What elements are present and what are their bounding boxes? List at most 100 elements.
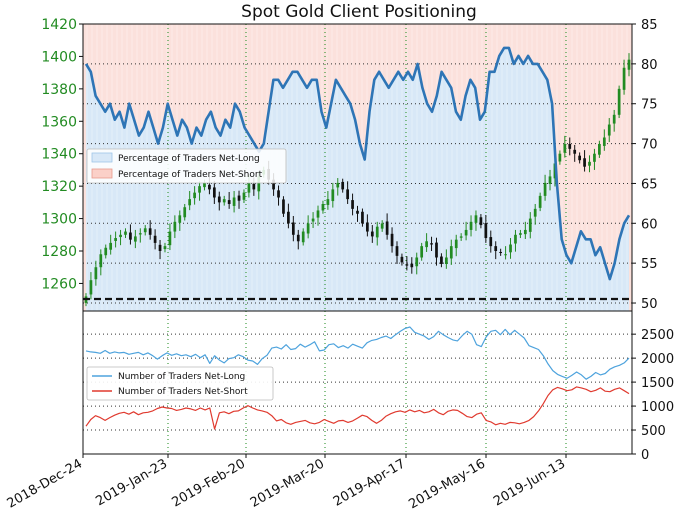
candle-body	[198, 186, 201, 193]
candle-body	[153, 235, 157, 243]
candle-body	[301, 231, 305, 243]
candle-body	[321, 203, 325, 211]
price-tick-label: 1320	[41, 179, 77, 195]
candle-body	[449, 246, 453, 259]
candle-body	[494, 246, 498, 252]
count-tick-label: 2000	[641, 352, 674, 367]
candle-body	[134, 236, 137, 242]
bottom-legend-box	[86, 366, 274, 401]
price-tick-label: 1300	[41, 212, 77, 228]
candle-body	[282, 199, 285, 214]
candle-body	[385, 221, 389, 235]
candle-body	[380, 223, 384, 229]
percent-axis: 50 55 60 65 70 75 80 85	[632, 18, 658, 312]
candle-body	[331, 189, 335, 202]
top-legend-box	[86, 148, 287, 184]
candle-body	[533, 208, 537, 217]
candle-body	[94, 267, 98, 280]
candle-body	[593, 153, 596, 162]
percent-tick-label: 50	[641, 297, 658, 312]
date-axis: 2018-Dec-24 2019-Jan-23 2019-Feb-20 2019-Ma…	[5, 454, 568, 510]
candle-body	[528, 218, 532, 232]
candle-body	[474, 215, 478, 223]
legend-net-long-count-label: Number of Traders Net-Long	[118, 372, 245, 382]
price-tick-label: 1400	[41, 49, 77, 65]
candle-body	[252, 183, 256, 190]
candle-body	[543, 182, 547, 196]
candle-body	[588, 161, 591, 166]
candle-body	[430, 243, 433, 245]
legend-net-long-label: Percentage of Traders Net-Long	[118, 154, 260, 164]
candle-body	[277, 190, 280, 198]
candle-body	[464, 229, 468, 236]
candle-body	[538, 195, 542, 208]
candle-body	[459, 236, 463, 238]
candle-body	[272, 179, 275, 190]
count-tick-label: 1500	[641, 376, 674, 391]
candle-body	[124, 231, 127, 235]
candle-body	[341, 181, 345, 190]
candle-body	[627, 59, 631, 70]
date-tick-label: 2019-Feb-20	[169, 456, 248, 510]
candle-body	[178, 215, 182, 223]
legend-net-short-swatch	[91, 168, 113, 179]
price-tick-label: 1280	[41, 244, 77, 260]
candle-body	[514, 234, 517, 244]
candle-body	[158, 244, 162, 252]
candle-body	[395, 246, 399, 256]
candle-body	[425, 241, 428, 248]
candle-body	[99, 254, 103, 268]
price-tick-label: 1420	[41, 17, 77, 33]
bottom-panel: 0 500 1000 1500 2000 2500 Number of Traders N…	[82, 310, 674, 463]
candle-body	[356, 210, 359, 214]
candle-body	[484, 223, 488, 239]
candle-body	[440, 256, 443, 264]
percent-tick-label: 85	[641, 18, 658, 33]
candle-body	[415, 257, 419, 267]
candle-body	[212, 187, 216, 198]
candle-body	[173, 221, 177, 232]
candle-body	[612, 114, 616, 124]
candle-body	[568, 143, 572, 149]
candle-body	[109, 242, 113, 250]
candle-body	[287, 211, 290, 224]
percent-tick-label: 70	[641, 138, 658, 153]
candle-body	[519, 233, 522, 235]
candle-body	[607, 124, 611, 136]
candle-body	[242, 192, 246, 200]
candle-body	[370, 231, 374, 237]
candle-body	[119, 234, 122, 238]
candle-body	[316, 210, 320, 218]
count-tick-label: 1000	[641, 400, 674, 415]
percent-tick-label: 80	[641, 58, 658, 73]
price-tick-label: 1260	[41, 276, 77, 292]
net-long-area	[86, 47, 629, 312]
candle-body	[504, 254, 507, 256]
net-long-percent-line	[84, 46, 631, 281]
candle-body	[188, 199, 192, 206]
candle-body	[296, 234, 300, 242]
candle-body	[454, 239, 458, 249]
bottom-legend: Number of Traders Net-Long Number of Tra…	[86, 366, 274, 401]
date-tick-label: 2019-Jan-23	[93, 456, 170, 509]
date-tick-label: 2019-Jun-13	[491, 456, 568, 509]
legend-net-short-count-label: Number of Traders Net-Short	[118, 387, 248, 397]
date-tick-label: 2019-Mar-20	[248, 456, 327, 510]
candle-body	[489, 237, 493, 247]
price-candles	[84, 53, 631, 307]
candle-body	[346, 189, 349, 200]
candle-body	[410, 263, 414, 268]
candle-body	[129, 232, 132, 240]
price-axis: 1260 1280 1300 1320 1340 1360 1380 1400 1420	[41, 17, 83, 292]
candle-body	[104, 247, 108, 256]
top-legend: Percentage of Traders Net-Long Percentag…	[86, 148, 287, 184]
candle-body	[326, 199, 330, 205]
net-long-count-line	[85, 326, 630, 380]
count-tick-label: 2500	[641, 328, 674, 343]
candle-body	[361, 211, 364, 224]
candle-body	[598, 143, 601, 155]
chart-title: Spot Gold Client Positioning	[241, 2, 477, 22]
candle-body	[420, 246, 424, 258]
